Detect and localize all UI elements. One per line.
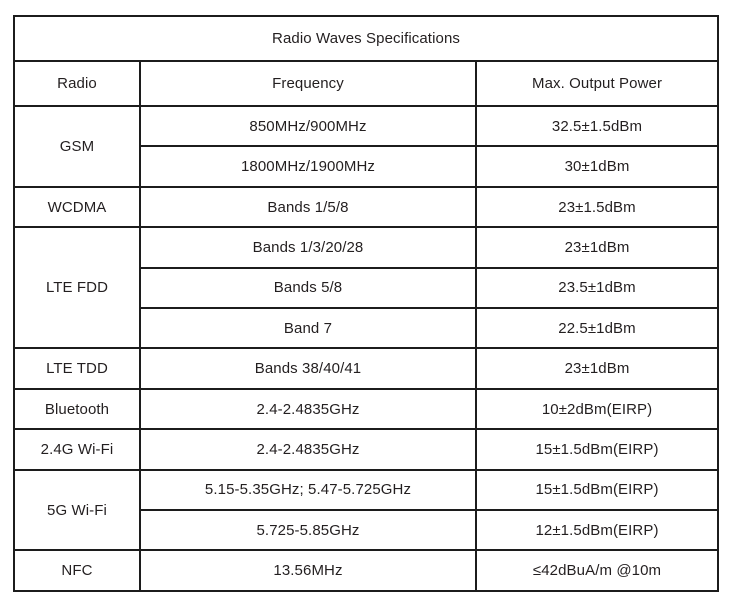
power-cell: 22.5±1dBm [474, 307, 720, 350]
table-row: GSM 850MHz/900MHz 32.5±1.5dBm [13, 104, 720, 188]
table-row: WCDMA Bands 1/5/8 23±1.5dBm [13, 185, 720, 229]
table-header-row: Radio Frequency Max. Output Power [13, 60, 720, 107]
column-header-power: Max. Output Power [474, 60, 720, 107]
power-cell: 10±2dBm(EIRP) [474, 387, 720, 431]
power-cell: 23±1dBm [474, 347, 720, 390]
frequency-cell: Bands 1/5/8 [139, 185, 477, 229]
frequency-cell: Bands 1/3/20/28 [139, 226, 477, 269]
table-title-row: Radio Waves Specifications [12, 15, 720, 62]
table-row: 5.725-5.85GHz 12±1.5dBm(EIRP) [14, 509, 720, 552]
table-title: Radio Waves Specifications [12, 15, 720, 62]
table-row: LTE TDD Bands 38/40/41 23±1dBm [13, 347, 720, 390]
radio-cell: Bluetooth [13, 387, 141, 431]
power-cell: 12±1.5dBm(EIRP) [474, 509, 720, 552]
power-cell: 23.5±1dBm [474, 266, 720, 310]
radio-cell: 2.4G Wi-Fi [13, 428, 141, 471]
power-cell: 32.5±1.5dBm [474, 104, 720, 148]
table-row: 1800MHz/1900MHz 30±1dBm [14, 145, 720, 188]
table-row: NFC 13.56MHz ≤42dBuA/m @10m [13, 549, 720, 592]
power-cell: ≤42dBuA/m @10m [474, 549, 720, 592]
radio-specs-table: Radio Waves Specifications Radio Frequen… [12, 15, 720, 592]
table-row: LTE FDD Bands 1/3/20/28 23±1dBm [13, 226, 720, 350]
frequency-cell: 1800MHz/1900MHz [139, 145, 477, 188]
radio-cell: LTE FDD [13, 226, 141, 350]
radio-cell: WCDMA [13, 185, 141, 229]
frequency-cell: 2.4-2.4835GHz [139, 428, 477, 471]
column-header-radio: Radio [13, 60, 141, 107]
power-cell: 15±1.5dBm(EIRP) [474, 468, 720, 512]
frequency-cell: 2.4-2.4835GHz [139, 387, 477, 431]
table-row: 5G Wi-Fi 5.15-5.35GHz; 5.47-5.725GHz 15±1.… [13, 468, 720, 552]
power-cell: 15±1.5dBm(EIRP) [474, 428, 720, 471]
frequency-cell: 13.56MHz [139, 549, 477, 592]
table-row: Band 7 22.5±1dBm [14, 307, 720, 350]
frequency-cell: Band 7 [139, 307, 477, 350]
frequency-cell: Bands 38/40/41 [139, 347, 477, 390]
table-row: Bluetooth 2.4-2.4835GHz 10±2dBm(EIRP) [13, 387, 720, 431]
power-cell: 23±1.5dBm [474, 185, 720, 229]
radio-cell: 5G Wi-Fi [13, 468, 141, 552]
column-header-frequency: Frequency [139, 60, 477, 107]
frequency-cell: 5.15-5.35GHz; 5.47-5.725GHz [139, 468, 477, 512]
power-cell: 23±1dBm [474, 226, 720, 269]
power-cell: 30±1dBm [474, 145, 720, 188]
radio-cell: NFC [13, 549, 141, 592]
table-row: Bands 5/8 23.5±1dBm [14, 266, 720, 310]
frequency-cell: Bands 5/8 [139, 266, 477, 310]
radio-cell: LTE TDD [13, 347, 141, 390]
frequency-cell: 850MHz/900MHz [139, 104, 477, 148]
radio-cell: GSM [13, 105, 141, 188]
frequency-cell: 5.725-5.85GHz [139, 509, 477, 552]
table-row: 2.4G Wi-Fi 2.4-2.4835GHz 15±1.5dBm(EIRP) [13, 428, 720, 471]
